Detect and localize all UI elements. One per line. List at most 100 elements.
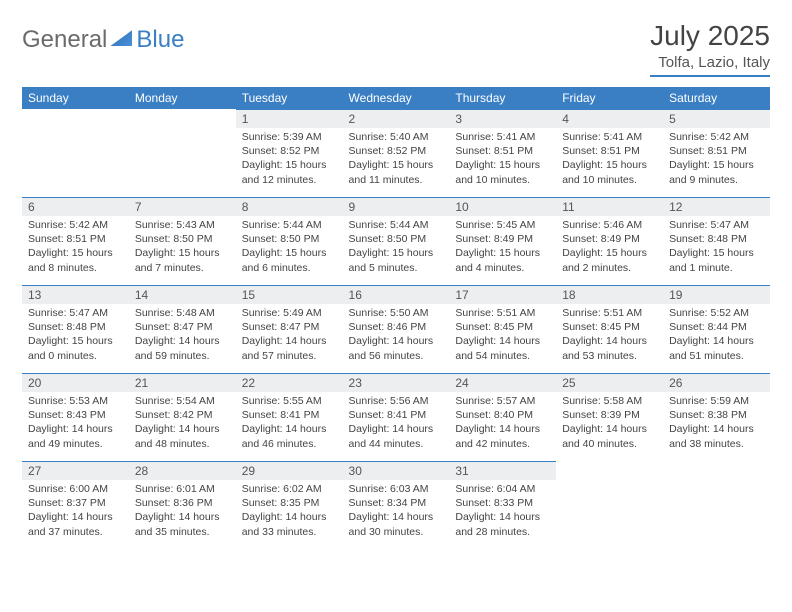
day-content: Sunrise: 6:02 AMSunset: 8:35 PMDaylight:… xyxy=(236,480,343,543)
day-content: Sunrise: 5:58 AMSunset: 8:39 PMDaylight:… xyxy=(556,392,663,455)
day-cell: 28Sunrise: 6:01 AMSunset: 8:36 PMDayligh… xyxy=(129,461,236,549)
brand-part1: General xyxy=(22,26,107,54)
day-number: 8 xyxy=(236,197,343,216)
day-number: 12 xyxy=(663,197,770,216)
day-cell: 13Sunrise: 5:47 AMSunset: 8:48 PMDayligh… xyxy=(22,285,129,373)
day-cell: 4Sunrise: 5:41 AMSunset: 8:51 PMDaylight… xyxy=(556,109,663,197)
day-cell: 27Sunrise: 6:00 AMSunset: 8:37 PMDayligh… xyxy=(22,461,129,549)
day-cell: 2Sunrise: 5:40 AMSunset: 8:52 PMDaylight… xyxy=(343,109,450,197)
day-number: 10 xyxy=(449,197,556,216)
calendar-week-row: ..1Sunrise: 5:39 AMSunset: 8:52 PMDaylig… xyxy=(22,109,770,197)
day-number: 22 xyxy=(236,373,343,392)
day-content: Sunrise: 5:51 AMSunset: 8:45 PMDaylight:… xyxy=(556,304,663,367)
day-content: Sunrise: 5:43 AMSunset: 8:50 PMDaylight:… xyxy=(129,216,236,279)
day-content: Sunrise: 5:53 AMSunset: 8:43 PMDaylight:… xyxy=(22,392,129,455)
day-content: Sunrise: 5:47 AMSunset: 8:48 PMDaylight:… xyxy=(663,216,770,279)
day-number: 25 xyxy=(556,373,663,392)
day-number: 3 xyxy=(449,109,556,128)
day-content: Sunrise: 5:54 AMSunset: 8:42 PMDaylight:… xyxy=(129,392,236,455)
calendar-week-row: 20Sunrise: 5:53 AMSunset: 8:43 PMDayligh… xyxy=(22,373,770,461)
day-content: Sunrise: 6:04 AMSunset: 8:33 PMDaylight:… xyxy=(449,480,556,543)
day-cell: 15Sunrise: 5:49 AMSunset: 8:47 PMDayligh… xyxy=(236,285,343,373)
day-number: 14 xyxy=(129,285,236,304)
title-block: July 2025 Tolfa, Lazio, Italy xyxy=(650,20,770,77)
day-cell: 14Sunrise: 5:48 AMSunset: 8:47 PMDayligh… xyxy=(129,285,236,373)
day-content: Sunrise: 5:44 AMSunset: 8:50 PMDaylight:… xyxy=(343,216,450,279)
empty-day-cell: . xyxy=(22,109,129,197)
day-number: 2 xyxy=(343,109,450,128)
day-number: 11 xyxy=(556,197,663,216)
day-cell: 26Sunrise: 5:59 AMSunset: 8:38 PMDayligh… xyxy=(663,373,770,461)
day-content: Sunrise: 5:48 AMSunset: 8:47 PMDaylight:… xyxy=(129,304,236,367)
day-content: Sunrise: 5:56 AMSunset: 8:41 PMDaylight:… xyxy=(343,392,450,455)
day-header-cell: Sunday xyxy=(22,87,129,109)
empty-day-cell: . xyxy=(663,461,770,549)
day-cell: 6Sunrise: 5:42 AMSunset: 8:51 PMDaylight… xyxy=(22,197,129,285)
day-number: 29 xyxy=(236,461,343,480)
day-content: Sunrise: 5:44 AMSunset: 8:50 PMDaylight:… xyxy=(236,216,343,279)
day-cell: 20Sunrise: 5:53 AMSunset: 8:43 PMDayligh… xyxy=(22,373,129,461)
triangle-icon xyxy=(110,30,132,46)
day-number: 28 xyxy=(129,461,236,480)
day-cell: 12Sunrise: 5:47 AMSunset: 8:48 PMDayligh… xyxy=(663,197,770,285)
day-content: Sunrise: 5:42 AMSunset: 8:51 PMDaylight:… xyxy=(663,128,770,191)
header: General Blue July 2025 Tolfa, Lazio, Ita… xyxy=(22,20,770,77)
day-cell: 8Sunrise: 5:44 AMSunset: 8:50 PMDaylight… xyxy=(236,197,343,285)
day-content: Sunrise: 6:00 AMSunset: 8:37 PMDaylight:… xyxy=(22,480,129,543)
empty-day-cell: . xyxy=(129,109,236,197)
day-header-row: SundayMondayTuesdayWednesdayThursdayFrid… xyxy=(22,87,770,109)
day-number: 7 xyxy=(129,197,236,216)
day-content: Sunrise: 5:57 AMSunset: 8:40 PMDaylight:… xyxy=(449,392,556,455)
day-content: Sunrise: 5:49 AMSunset: 8:47 PMDaylight:… xyxy=(236,304,343,367)
location-text: Tolfa, Lazio, Italy xyxy=(650,54,770,77)
day-number: 24 xyxy=(449,373,556,392)
day-content: Sunrise: 5:41 AMSunset: 8:51 PMDaylight:… xyxy=(556,128,663,191)
day-number: 6 xyxy=(22,197,129,216)
day-content: Sunrise: 6:03 AMSunset: 8:34 PMDaylight:… xyxy=(343,480,450,543)
day-cell: 11Sunrise: 5:46 AMSunset: 8:49 PMDayligh… xyxy=(556,197,663,285)
day-number: 17 xyxy=(449,285,556,304)
day-cell: 31Sunrise: 6:04 AMSunset: 8:33 PMDayligh… xyxy=(449,461,556,549)
day-cell: 19Sunrise: 5:52 AMSunset: 8:44 PMDayligh… xyxy=(663,285,770,373)
day-cell: 24Sunrise: 5:57 AMSunset: 8:40 PMDayligh… xyxy=(449,373,556,461)
day-header-cell: Saturday xyxy=(663,87,770,109)
day-cell: 16Sunrise: 5:50 AMSunset: 8:46 PMDayligh… xyxy=(343,285,450,373)
day-content: Sunrise: 5:40 AMSunset: 8:52 PMDaylight:… xyxy=(343,128,450,191)
day-cell: 30Sunrise: 6:03 AMSunset: 8:34 PMDayligh… xyxy=(343,461,450,549)
day-content: Sunrise: 5:47 AMSunset: 8:48 PMDaylight:… xyxy=(22,304,129,367)
day-number: 19 xyxy=(663,285,770,304)
day-header-cell: Thursday xyxy=(449,87,556,109)
day-content: Sunrise: 5:42 AMSunset: 8:51 PMDaylight:… xyxy=(22,216,129,279)
day-cell: 18Sunrise: 5:51 AMSunset: 8:45 PMDayligh… xyxy=(556,285,663,373)
day-header-cell: Monday xyxy=(129,87,236,109)
day-content: Sunrise: 5:52 AMSunset: 8:44 PMDaylight:… xyxy=(663,304,770,367)
day-number: 20 xyxy=(22,373,129,392)
day-number: 23 xyxy=(343,373,450,392)
day-cell: 9Sunrise: 5:44 AMSunset: 8:50 PMDaylight… xyxy=(343,197,450,285)
day-cell: 3Sunrise: 5:41 AMSunset: 8:51 PMDaylight… xyxy=(449,109,556,197)
brand-logo: General Blue xyxy=(22,20,184,54)
month-title: July 2025 xyxy=(650,20,770,52)
day-content: Sunrise: 5:45 AMSunset: 8:49 PMDaylight:… xyxy=(449,216,556,279)
day-header-cell: Tuesday xyxy=(236,87,343,109)
day-number: 4 xyxy=(556,109,663,128)
day-content: Sunrise: 6:01 AMSunset: 8:36 PMDaylight:… xyxy=(129,480,236,543)
empty-day-cell: . xyxy=(556,461,663,549)
day-number: 26 xyxy=(663,373,770,392)
day-number: 13 xyxy=(22,285,129,304)
day-cell: 23Sunrise: 5:56 AMSunset: 8:41 PMDayligh… xyxy=(343,373,450,461)
day-number: 21 xyxy=(129,373,236,392)
day-content: Sunrise: 5:55 AMSunset: 8:41 PMDaylight:… xyxy=(236,392,343,455)
day-content: Sunrise: 5:51 AMSunset: 8:45 PMDaylight:… xyxy=(449,304,556,367)
day-content: Sunrise: 5:50 AMSunset: 8:46 PMDaylight:… xyxy=(343,304,450,367)
brand-part2: Blue xyxy=(136,26,184,54)
calendar-week-row: 27Sunrise: 6:00 AMSunset: 8:37 PMDayligh… xyxy=(22,461,770,549)
day-cell: 1Sunrise: 5:39 AMSunset: 8:52 PMDaylight… xyxy=(236,109,343,197)
calendar-table: SundayMondayTuesdayWednesdayThursdayFrid… xyxy=(22,87,770,549)
day-content: Sunrise: 5:39 AMSunset: 8:52 PMDaylight:… xyxy=(236,128,343,191)
day-number: 18 xyxy=(556,285,663,304)
day-cell: 17Sunrise: 5:51 AMSunset: 8:45 PMDayligh… xyxy=(449,285,556,373)
day-content: Sunrise: 5:59 AMSunset: 8:38 PMDaylight:… xyxy=(663,392,770,455)
calendar-body: ..1Sunrise: 5:39 AMSunset: 8:52 PMDaylig… xyxy=(22,109,770,549)
day-number: 30 xyxy=(343,461,450,480)
